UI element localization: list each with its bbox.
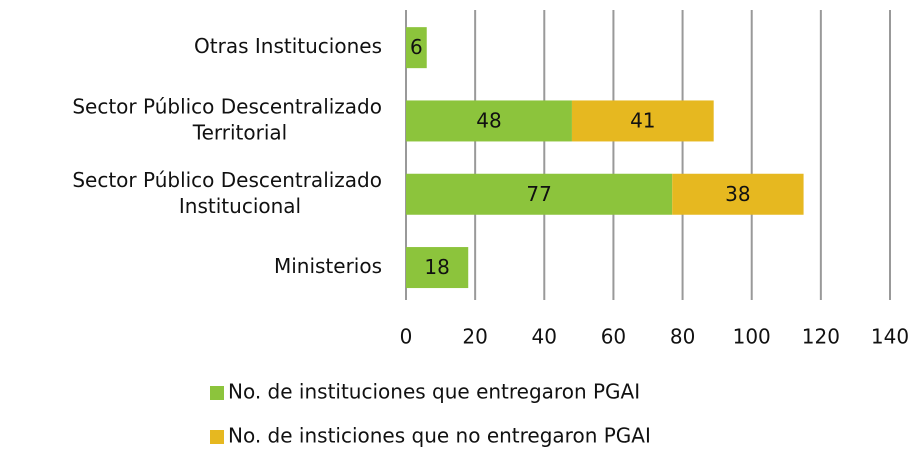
category-label: Sector Público Descentralizado (72, 94, 382, 118)
legend-swatch (210, 430, 224, 444)
category-label: Territorial (192, 120, 287, 144)
x-tick-label: 140 (871, 325, 909, 349)
bar (406, 100, 572, 142)
bar (672, 173, 804, 215)
data-label: 77 (526, 182, 551, 206)
bar (406, 173, 673, 215)
legend-label: No. de instituciones que entregaron PGAI (228, 380, 640, 404)
category-label: Institucional (179, 194, 301, 218)
category-label: Ministerios (274, 254, 382, 278)
bar (571, 100, 714, 142)
category-label: Sector Público Descentralizado (72, 168, 382, 192)
data-label: 18 (424, 255, 449, 279)
bar (406, 247, 469, 289)
bar (406, 27, 427, 69)
data-label: 38 (725, 182, 750, 206)
x-tick-label: 0 (400, 325, 413, 349)
legend-swatch (210, 386, 224, 400)
category-label: Otras Instituciones (194, 34, 382, 58)
x-tick-label: 100 (733, 325, 771, 349)
data-label: 48 (476, 108, 501, 132)
legend-label: No. de insticiones que no entregaron PGA… (228, 424, 651, 448)
x-tick-label: 40 (532, 325, 557, 349)
data-label: 41 (630, 108, 655, 132)
x-tick-label: 120 (802, 325, 840, 349)
x-tick-label: 80 (670, 325, 695, 349)
data-label: 6 (410, 35, 423, 59)
x-tick-label: 60 (601, 325, 626, 349)
x-tick-label: 20 (462, 325, 487, 349)
